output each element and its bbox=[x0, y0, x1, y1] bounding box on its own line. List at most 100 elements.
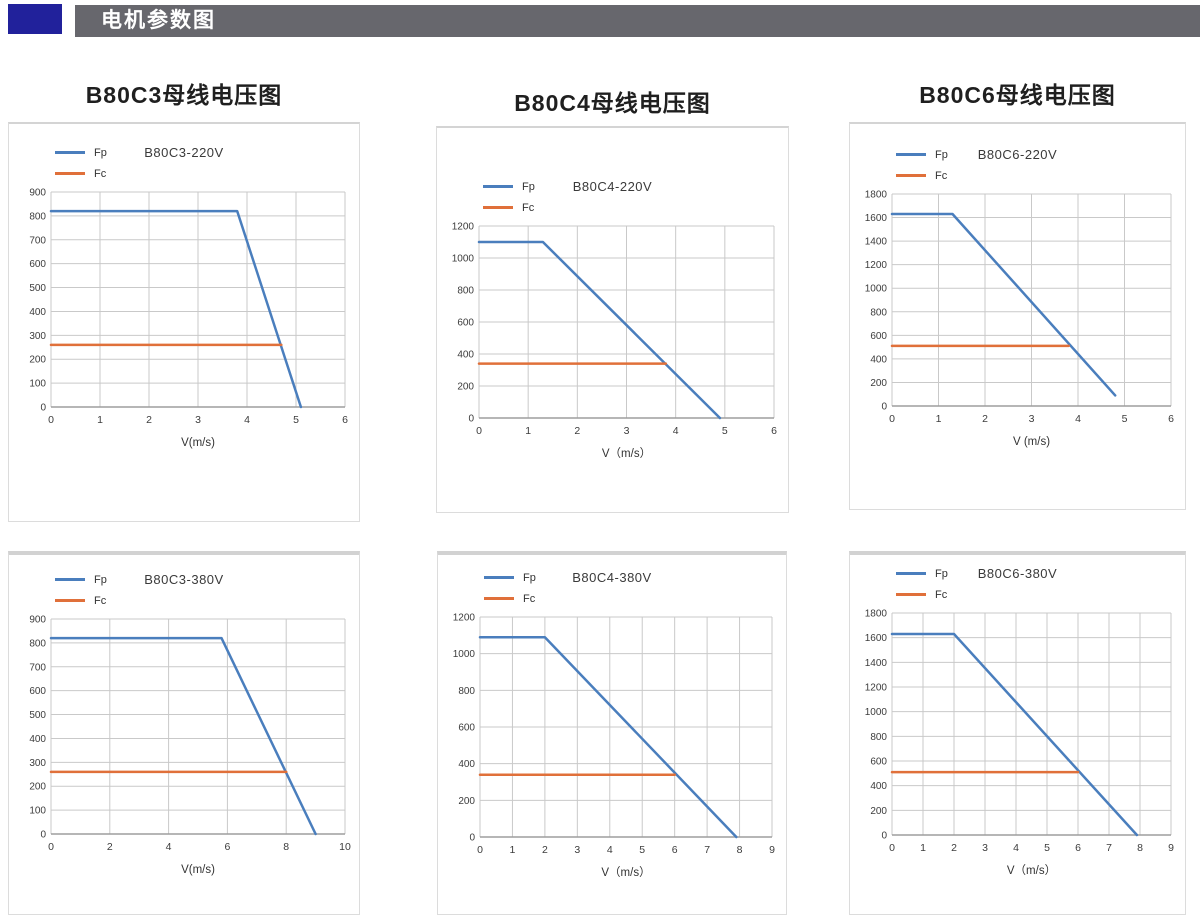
x-tick-label: 0 bbox=[889, 413, 895, 425]
fp-line bbox=[890, 212, 1117, 397]
x-tick-label: 2 bbox=[107, 841, 113, 853]
fp-legend-swatch bbox=[484, 576, 514, 579]
fc-legend-swatch bbox=[896, 174, 926, 177]
legend-item-fp: Fp bbox=[55, 569, 107, 590]
y-tick-label: 1000 bbox=[453, 649, 476, 660]
x-tick-label: 8 bbox=[737, 844, 743, 856]
x-tick-label: 0 bbox=[889, 842, 895, 854]
chart-plot: 0 100 200 300 400 500 600 700 800 900 0 1 2 3 4 5 6 V(m/s… bbox=[29, 188, 348, 450]
legend-label-fp: Fp bbox=[94, 146, 107, 159]
y-tick-label: 0 bbox=[468, 414, 474, 425]
chart-title: B80C6-220V bbox=[977, 147, 1058, 162]
x-tick-label: 7 bbox=[1106, 842, 1112, 854]
chart-b80c6-220v: Fp Fc B80C6-220V 0 200 400 600 800 1000 1200 1400 1… bbox=[850, 124, 1185, 509]
y-tick-label: 200 bbox=[29, 782, 46, 793]
chart-title: B80C6-380V bbox=[977, 566, 1058, 581]
chart-plot: 0 200 400 600 800 1000 1200 1400 1600 1800 0 1 2 3 4 5 6… bbox=[865, 609, 1174, 878]
legend-label-fc: Fc bbox=[935, 169, 948, 182]
legend-label-fc: Fc bbox=[94, 594, 107, 607]
y-tick-label: 600 bbox=[870, 757, 887, 768]
section-title-b80c3: B80C3母线电压图 bbox=[85, 82, 283, 108]
legend-item-fp: Fp bbox=[896, 563, 948, 584]
y-tick-label: 300 bbox=[29, 758, 46, 769]
x-tick-label: 5 bbox=[722, 425, 728, 437]
chart-card-b80c6-220v: Fp Fc B80C6-220V 0 200 400 600 800 1000 1200 1400 1… bbox=[849, 122, 1186, 510]
x-tick-label: 5 bbox=[1122, 413, 1128, 425]
fp-legend-swatch bbox=[483, 185, 513, 188]
legend-label-fc: Fc bbox=[94, 167, 107, 180]
chart-b80c6-380v: Fp Fc B80C6-380V 0 200 400 600 800 1000 1200 1400 1… bbox=[850, 555, 1185, 914]
x-tick-label: 2 bbox=[951, 842, 957, 854]
legend-item-fp: Fp bbox=[484, 567, 536, 588]
x-tick-label: 1 bbox=[936, 413, 942, 425]
chart-legend: Fp Fc bbox=[483, 176, 535, 218]
chart-head: Fp Fc B80C6-380V bbox=[850, 563, 1185, 607]
page-title: 电机参数图 bbox=[101, 9, 216, 32]
y-tick-label: 200 bbox=[870, 378, 887, 389]
y-tick-label: 700 bbox=[29, 662, 46, 673]
chart-plot: 0 200 400 600 800 1000 1200 0 1 2 3 4 5 6 V（m/s） bbox=[452, 222, 777, 461]
x-tick-label: 5 bbox=[293, 414, 299, 426]
y-tick-label: 200 bbox=[29, 355, 46, 366]
y-tick-label: 1200 bbox=[865, 260, 888, 271]
y-tick-label: 400 bbox=[29, 734, 46, 745]
chart-title: B80C4-380V bbox=[572, 570, 652, 585]
x-tick-label: 1 bbox=[97, 414, 103, 426]
y-tick-label: 1000 bbox=[865, 284, 888, 295]
legend-item-fp: Fp bbox=[483, 176, 535, 197]
chart-legend: Fp Fc bbox=[55, 142, 107, 184]
x-tick-label: 6 bbox=[672, 844, 678, 856]
legend-label-fc: Fc bbox=[522, 201, 535, 214]
fp-legend-swatch bbox=[55, 151, 85, 154]
x-tick-label: 9 bbox=[769, 844, 775, 856]
legend-label-fc: Fc bbox=[935, 588, 948, 601]
chart-b80c3-220v: Fp Fc B80C3-220V 0 100 200 300 400 500 600 700 800 9… bbox=[9, 124, 359, 521]
y-tick-label: 1600 bbox=[865, 633, 888, 644]
chart-head: Fp Fc B80C6-220V bbox=[850, 144, 1185, 188]
legend-item-fp: Fp bbox=[896, 144, 948, 165]
y-tick-label: 1600 bbox=[865, 213, 888, 224]
x-axis-label: V（m/s） bbox=[602, 447, 651, 460]
y-tick-label: 200 bbox=[457, 382, 474, 393]
y-tick-label: 1000 bbox=[865, 707, 888, 718]
legend-label-fp: Fp bbox=[935, 567, 948, 580]
legend-item-fc: Fc bbox=[483, 197, 535, 218]
y-tick-label: 500 bbox=[29, 283, 46, 294]
legend-item-fc: Fc bbox=[55, 590, 107, 611]
x-tick-label: 1 bbox=[510, 844, 516, 856]
chart-b80c4-380v: Fp Fc B80C4-380V 0 200 400 600 800 1000 1200 0 1 2 3 4… bbox=[438, 555, 786, 914]
fp-line bbox=[478, 635, 738, 839]
x-tick-label: 0 bbox=[48, 414, 54, 426]
x-axis-label: V(m/s) bbox=[181, 864, 215, 876]
y-tick-label: 800 bbox=[29, 211, 46, 222]
y-tick-label: 400 bbox=[458, 759, 475, 770]
chart-b80c4-220v: Fp Fc B80C4-220V 0 200 400 600 800 1000 1200 0 1 2 3 4… bbox=[437, 128, 788, 512]
chart-plot: 0 100 200 300 400 500 600 700 800 900 0 2 4 6 8 10 V(m/s… bbox=[29, 615, 351, 877]
x-tick-label: 6 bbox=[1168, 413, 1174, 425]
legend-item-fc: Fc bbox=[896, 165, 948, 186]
chart-head: Fp Fc B80C3-380V bbox=[9, 569, 359, 613]
legend-item-fp: Fp bbox=[55, 142, 107, 163]
chart-card-b80c3-220v: Fp Fc B80C3-220V 0 100 200 300 400 500 600 700 800 9… bbox=[8, 122, 360, 522]
legend-item-fc: Fc bbox=[55, 163, 107, 184]
y-tick-label: 400 bbox=[457, 350, 474, 361]
fc-legend-swatch bbox=[483, 206, 513, 209]
x-tick-label: 8 bbox=[1137, 842, 1143, 854]
x-tick-label: 4 bbox=[244, 414, 250, 426]
y-tick-label: 100 bbox=[29, 379, 46, 390]
y-tick-label: 400 bbox=[870, 781, 887, 792]
y-tick-label: 600 bbox=[29, 259, 46, 270]
chart-head: Fp Fc B80C4-380V bbox=[438, 567, 786, 611]
x-tick-label: 7 bbox=[704, 844, 710, 856]
y-tick-label: 600 bbox=[29, 686, 46, 697]
legend-item-fc: Fc bbox=[896, 584, 948, 605]
y-tick-label: 1200 bbox=[452, 222, 475, 233]
fp-line bbox=[890, 632, 1139, 837]
chart-head: Fp Fc B80C4-220V bbox=[437, 176, 788, 220]
y-tick-label: 1200 bbox=[453, 613, 476, 624]
fp-line bbox=[49, 209, 303, 409]
x-tick-label: 0 bbox=[48, 841, 54, 853]
x-tick-label: 3 bbox=[574, 844, 580, 856]
y-tick-label: 400 bbox=[870, 354, 887, 365]
